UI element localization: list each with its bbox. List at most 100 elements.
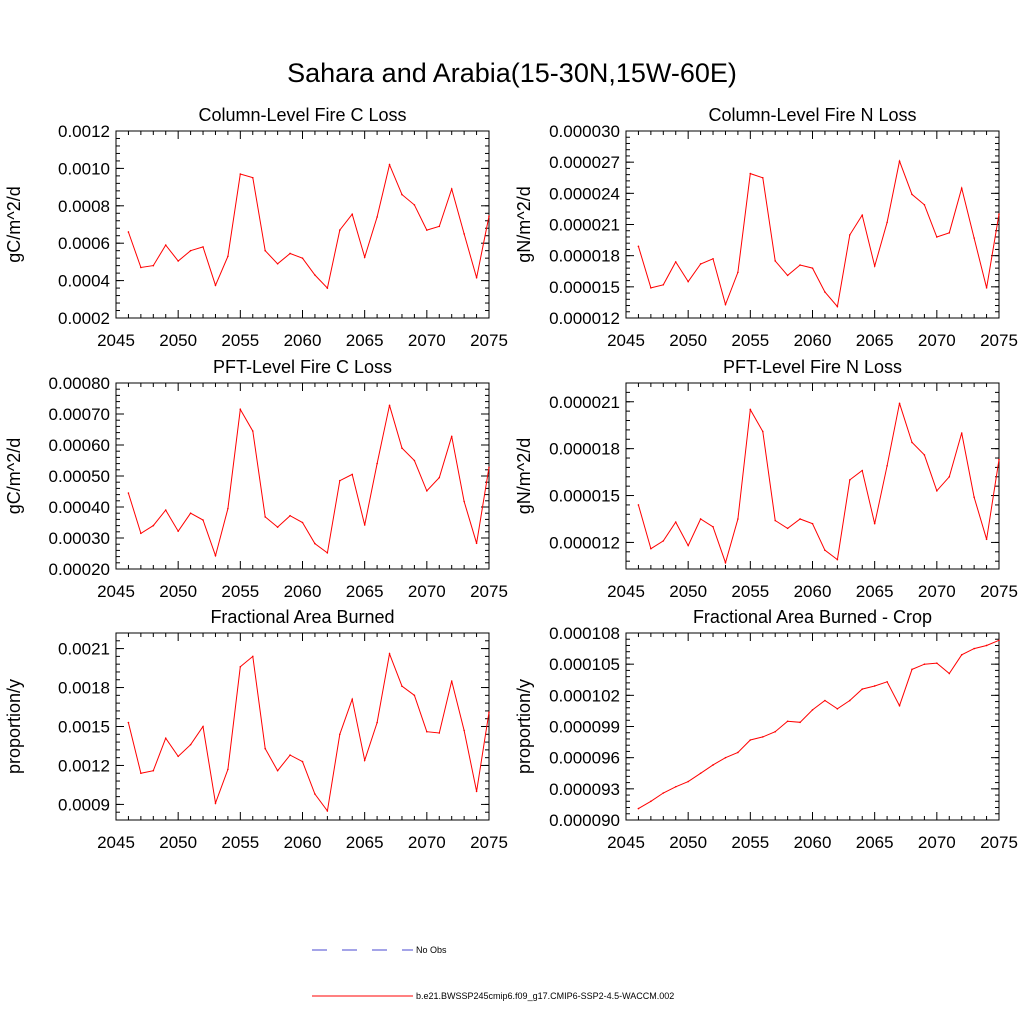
data-point (189, 249, 192, 252)
data-point (973, 647, 975, 650)
data-point (289, 252, 291, 255)
series-line (127, 651, 490, 813)
data-point (873, 265, 876, 267)
plot-frame (115, 632, 490, 821)
y-tick-label: 0.000024 (549, 184, 620, 203)
data-point (276, 769, 279, 772)
data-point (886, 465, 888, 467)
data-point (849, 699, 851, 702)
data-point (140, 772, 142, 775)
data-point (712, 257, 714, 260)
data-point (737, 518, 739, 520)
data-point (960, 187, 963, 189)
data-point (674, 521, 677, 523)
data-point (936, 490, 938, 492)
data-point (861, 214, 864, 216)
series-line (638, 639, 1000, 810)
data-point (227, 507, 229, 510)
x-tick-label: 2055 (731, 833, 769, 852)
data-point (177, 530, 179, 532)
data-point (289, 754, 291, 756)
plot-frame (115, 382, 490, 570)
data-point (413, 694, 416, 697)
data-point (351, 698, 354, 701)
x-tick-label: 2070 (408, 582, 446, 601)
data-point (264, 747, 267, 750)
data-point (973, 496, 975, 498)
x-tick-label: 2075 (470, 833, 508, 852)
data-point (699, 518, 702, 520)
data-point (301, 257, 304, 259)
panel-title: PFT-Level Fire C Loss (213, 357, 392, 377)
data-point (898, 402, 901, 405)
data-point (687, 544, 689, 547)
data-point (289, 514, 291, 517)
y-tick-label: 0.000099 (549, 718, 620, 737)
data-point (687, 280, 689, 283)
data-point (911, 441, 913, 444)
x-tick-label: 2060 (284, 582, 322, 601)
x-tick-label: 2055 (731, 582, 769, 601)
y-tick-label: 0.000012 (549, 309, 620, 328)
data-point (450, 435, 453, 438)
x-tick-label: 2075 (470, 331, 508, 350)
x-tick-label: 2050 (159, 582, 197, 601)
data-point (923, 663, 926, 665)
y-tick-label: 0.000018 (549, 247, 620, 266)
data-point (376, 721, 378, 724)
figure-title: Sahara and Arabia(15-30N,15W-60E) (287, 58, 737, 88)
y-tick-label: 0.000105 (549, 655, 620, 674)
x-tick-label: 2065 (346, 833, 384, 852)
series-line (127, 163, 490, 290)
y-axis-label: gN/m^2/d (514, 438, 534, 514)
data-point (475, 276, 478, 279)
data-point (712, 764, 714, 766)
x-tick-label: 2075 (980, 582, 1018, 601)
y-tick-label: 0.0021 (58, 640, 110, 659)
data-point (761, 430, 764, 433)
data-point (637, 504, 640, 506)
data-point (127, 492, 130, 494)
y-tick-label: 0.00060 (49, 436, 110, 455)
data-point (264, 249, 267, 252)
y-tick-label: 0.000090 (549, 811, 620, 830)
data-point (861, 688, 864, 690)
data-point (450, 188, 453, 190)
panel-2: 2045 2050 2055 2060 2065 2070 2075 0.000012 0.00… (514, 105, 1018, 350)
data-point (326, 810, 329, 812)
data-point (214, 284, 217, 287)
data-point (774, 730, 776, 733)
x-tick-label: 2050 (669, 582, 707, 601)
panel-title: Column-Level Fire C Loss (198, 105, 406, 125)
series-line (127, 405, 490, 558)
x-tick-label: 2045 (607, 331, 645, 350)
data-point (164, 509, 167, 511)
data-point (836, 305, 839, 308)
data-point (127, 231, 130, 233)
data-point (650, 287, 652, 289)
data-point (463, 500, 465, 503)
x-tick-label: 2055 (221, 331, 259, 350)
data-point (127, 721, 130, 724)
data-point (152, 524, 155, 527)
data-point (799, 264, 801, 266)
y-tick-label: 0.000015 (549, 278, 620, 297)
data-point (948, 232, 951, 234)
x-tick-label: 2060 (794, 582, 832, 601)
data-point (662, 792, 665, 794)
y-tick-label: 0.000030 (549, 122, 620, 141)
panel-title: Column-Level Fire N Loss (708, 105, 916, 125)
data-point (824, 291, 826, 293)
data-point (737, 751, 739, 754)
data-point (886, 681, 888, 683)
data-point (251, 655, 254, 658)
data-point (998, 458, 1000, 461)
data-point (699, 772, 702, 775)
data-point (911, 668, 913, 671)
data-point (202, 725, 204, 728)
data-point (463, 729, 465, 732)
data-point (998, 213, 1000, 215)
y-tick-label: 0.00020 (49, 560, 110, 579)
y-tick-label: 0.000093 (549, 780, 620, 799)
